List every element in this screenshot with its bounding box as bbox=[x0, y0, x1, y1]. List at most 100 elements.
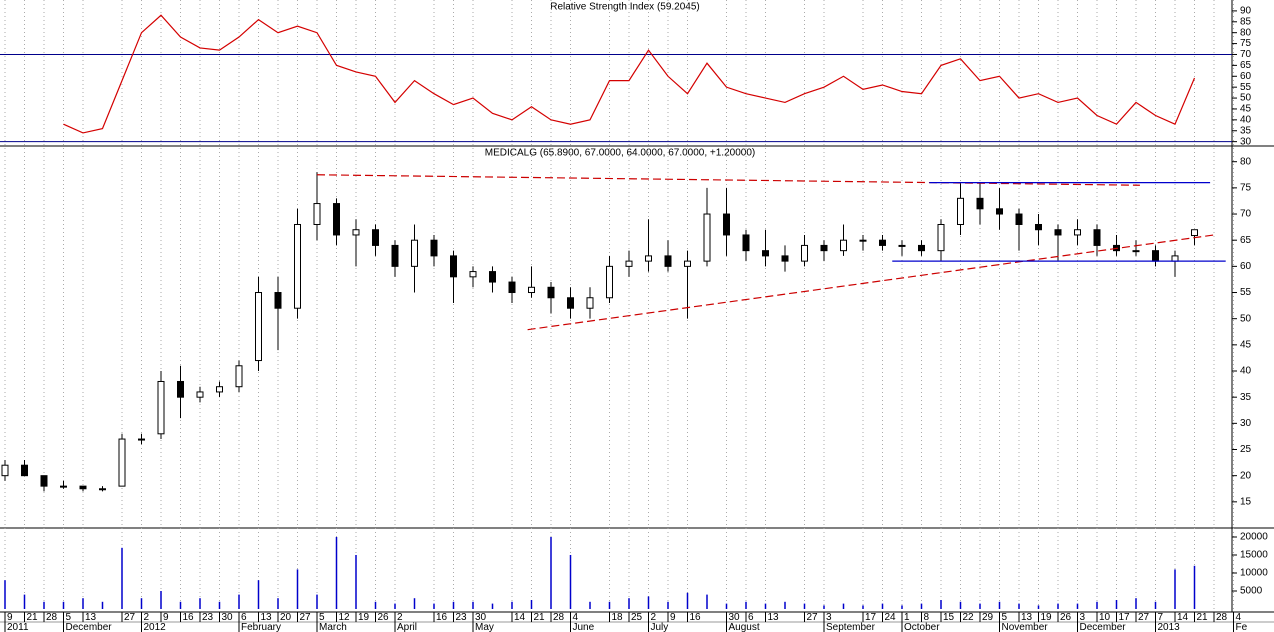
candle-body bbox=[937, 223, 945, 252]
candle-body bbox=[489, 271, 496, 283]
candle-body bbox=[294, 223, 301, 309]
x-tick-label: 19 bbox=[1041, 612, 1053, 623]
candle-body bbox=[918, 244, 925, 252]
y-tick-label: 70 bbox=[1240, 209, 1252, 220]
y-tick-label: 70 bbox=[1240, 49, 1252, 60]
candle-body bbox=[235, 365, 243, 388]
month-label: 2013 bbox=[1158, 622, 1181, 632]
x-tick-label: 5 bbox=[319, 612, 325, 623]
trend-line bbox=[527, 234, 1215, 331]
candle-body bbox=[79, 485, 87, 490]
candle-body bbox=[391, 244, 399, 267]
candle-body bbox=[60, 485, 67, 488]
y-tick-label: 50 bbox=[1240, 313, 1252, 324]
candle-body bbox=[567, 297, 574, 309]
x-tick-label: 27 bbox=[1138, 612, 1150, 623]
candle-body bbox=[216, 386, 223, 393]
y-tick-label: 80 bbox=[1240, 156, 1252, 167]
y-tick-label: 15000 bbox=[1240, 550, 1268, 561]
candle-body bbox=[840, 239, 847, 252]
x-tick-label: 8 bbox=[924, 612, 930, 623]
y-tick-label: 40 bbox=[1240, 114, 1252, 125]
candle-body bbox=[1093, 229, 1101, 246]
x-tick-label: 23 bbox=[456, 612, 468, 623]
candle-body bbox=[625, 260, 633, 267]
x-tick-label: 16 bbox=[183, 612, 195, 623]
x-tick-label: 26 bbox=[1060, 612, 1072, 623]
candle-body bbox=[21, 464, 28, 477]
x-tick-label: 2 bbox=[144, 612, 150, 623]
rsi-title: Relative Strength Index (59.2045) bbox=[550, 2, 700, 13]
candle-body bbox=[1054, 229, 1062, 236]
month-label: December bbox=[1080, 622, 1127, 632]
x-tick-label: 30 bbox=[729, 612, 741, 623]
candle-body bbox=[333, 203, 340, 236]
price-title: MEDICALG (65.8900, 67.0000, 64.0000, 67.… bbox=[485, 148, 755, 159]
candle-body bbox=[586, 297, 594, 309]
x-tick-label: 28 bbox=[46, 612, 58, 623]
x-tick-label: 27 bbox=[300, 612, 312, 623]
x-tick-label: 27 bbox=[124, 612, 136, 623]
x-tick-label: 12 bbox=[339, 612, 351, 623]
x-tick-label: 30 bbox=[475, 612, 487, 623]
candle-body bbox=[411, 239, 418, 267]
month-label: 2011 bbox=[7, 622, 29, 632]
candle-body bbox=[976, 197, 984, 210]
candle-body bbox=[1152, 250, 1159, 262]
x-tick-label: 3 bbox=[826, 612, 832, 623]
x-tick-label: 24 bbox=[885, 612, 897, 623]
candle-body bbox=[664, 255, 672, 267]
x-tick-label: 5 bbox=[66, 612, 72, 623]
candle-body bbox=[742, 234, 750, 252]
x-tick-label: 20 bbox=[280, 612, 292, 623]
candle-body bbox=[703, 213, 711, 262]
candle-body bbox=[1191, 229, 1198, 237]
candle-body bbox=[879, 239, 886, 246]
x-tick-label: 25 bbox=[631, 612, 643, 623]
x-tick-label: 26 bbox=[378, 612, 390, 623]
trend-line bbox=[316, 174, 1140, 186]
candle-body bbox=[762, 250, 769, 257]
candle-body bbox=[255, 292, 262, 362]
candle-body bbox=[138, 438, 145, 441]
x-tick-label: 6 bbox=[748, 612, 754, 623]
x-tick-label: 29 bbox=[982, 612, 994, 623]
x-tick-label: 9 bbox=[670, 612, 676, 623]
candle-body bbox=[684, 260, 691, 267]
x-tick-label: 16 bbox=[690, 612, 702, 623]
candle-body bbox=[40, 475, 48, 487]
y-tick-label: 25 bbox=[1240, 444, 1252, 455]
candle-body bbox=[352, 229, 360, 236]
x-tick-label: 28 bbox=[1216, 612, 1228, 623]
x-tick-label: 14 bbox=[1177, 612, 1189, 623]
x-tick-label: 6 bbox=[241, 612, 247, 623]
month-label: December bbox=[66, 622, 113, 632]
candle-body bbox=[508, 281, 516, 294]
y-tick-label: 75 bbox=[1240, 183, 1252, 194]
x-tick-label: 10 bbox=[1099, 612, 1111, 623]
candle-body bbox=[177, 380, 184, 398]
month-label: May bbox=[475, 622, 494, 632]
candle-body bbox=[957, 197, 964, 225]
y-tick-label: 10000 bbox=[1240, 568, 1268, 579]
y-tick-label: 65 bbox=[1240, 60, 1252, 71]
y-tick-label: 20000 bbox=[1240, 532, 1268, 543]
month-label: August bbox=[729, 622, 760, 632]
y-tick-label: 55 bbox=[1240, 287, 1252, 298]
y-tick-label: 50 bbox=[1240, 93, 1252, 104]
candle-body bbox=[1035, 223, 1042, 231]
candle-body bbox=[781, 255, 789, 262]
x-tick-label: 1 bbox=[904, 612, 910, 623]
x-tick-label: 3 bbox=[1080, 612, 1086, 623]
y-tick-label: 35 bbox=[1240, 125, 1252, 136]
candle-body bbox=[469, 271, 477, 278]
candle-body bbox=[118, 438, 126, 487]
month-label: September bbox=[826, 622, 876, 632]
candle-body bbox=[1132, 250, 1140, 253]
y-tick-label: 60 bbox=[1240, 71, 1252, 82]
candle-body bbox=[723, 213, 730, 236]
x-tick-label: 30 bbox=[222, 612, 234, 623]
candle-body bbox=[996, 208, 1003, 215]
candle-body bbox=[274, 292, 282, 309]
